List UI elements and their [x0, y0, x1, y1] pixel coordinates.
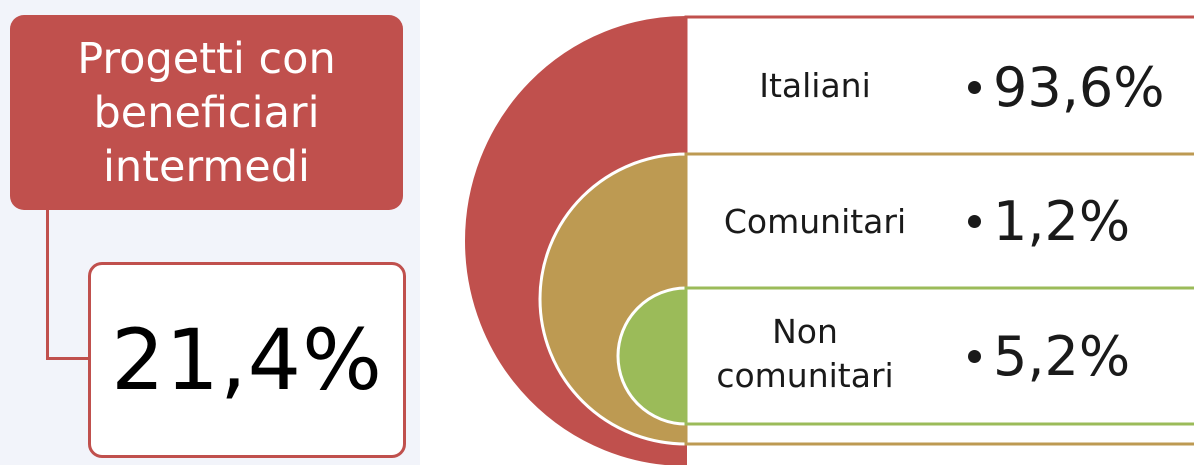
bullet-icon: [968, 215, 981, 228]
row-value-comunitari: 1,2%: [968, 186, 1130, 256]
bullet-icon: [968, 81, 981, 94]
row-value-non-comunitari-text: 5,2%: [993, 325, 1130, 388]
row-value-italiani: 93,6%: [968, 52, 1165, 122]
row-label-non-comunitari: Non comunitari: [705, 310, 905, 398]
row-value-comunitari-text: 1,2%: [993, 190, 1130, 253]
row-label-comunitari: Comunitari: [700, 200, 930, 244]
row-value-italiani-text: 93,6%: [993, 56, 1165, 119]
row-value-non-comunitari: 5,2%: [968, 321, 1130, 391]
bullet-icon: [968, 350, 981, 363]
row-label-italiani: Italiani: [700, 64, 930, 108]
